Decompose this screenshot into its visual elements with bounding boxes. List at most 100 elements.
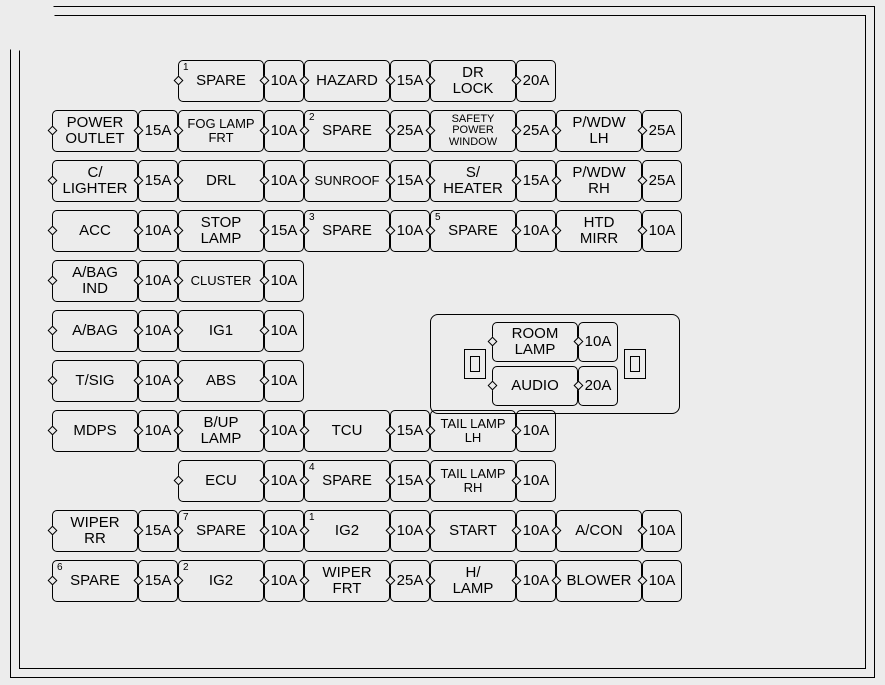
fuse-amp-text: 10A — [271, 373, 298, 389]
fuse-name-text: P/WDWRH — [572, 165, 625, 197]
fuse-amp-text: 10A — [649, 523, 676, 539]
fuse-name-cell: WIPERRR — [52, 510, 138, 552]
fuse-name-cell: 1SPARE — [178, 60, 264, 102]
fuse-row: 6SPARE15A2IG210AWIPERFRT25AH/LAMP10ABLOW… — [52, 560, 682, 602]
fuse-amp-cell: 15A — [138, 160, 178, 202]
fuse-superscript: 2 — [183, 563, 189, 574]
fuse-amp-text: 15A — [397, 173, 424, 189]
fuse-amp-cell: 15A — [390, 160, 430, 202]
fuse-name-text: DRLOCK — [453, 65, 494, 97]
fuse-amp-text: 10A — [523, 523, 550, 539]
fuse-superscript: 6 — [57, 563, 63, 574]
fuse-amp-text: 10A — [145, 373, 172, 389]
fuse-name-cell: SUNROOF — [304, 160, 390, 202]
fuse-amp-cell: 10A — [264, 260, 304, 302]
fuse-name-cell: HAZARD — [304, 60, 390, 102]
fuse-name-cell: 2IG2 — [178, 560, 264, 602]
fuse-name-text: SPARE — [322, 123, 372, 139]
fuse-amp-cell: 10A — [264, 110, 304, 152]
fuse-amp-text: 10A — [397, 523, 424, 539]
fuse-name-text: P/WDWLH — [572, 115, 625, 147]
fuse-amp-cell: 10A — [138, 260, 178, 302]
fuse-amp-cell: 15A — [264, 210, 304, 252]
fuse-name-text: IG1 — [209, 323, 233, 339]
blank-name-slot — [52, 60, 138, 102]
fuse-name-text: CLUSTER — [191, 274, 252, 288]
notch-icon — [47, 425, 57, 435]
fuse-name-cell: CLUSTER — [178, 260, 264, 302]
blank-name-slot — [52, 460, 138, 502]
fuse-amp-text: 10A — [145, 323, 172, 339]
fuse-name-text: A/BAGIND — [72, 265, 118, 297]
fuse-name-cell: ROOMLAMP — [492, 322, 578, 362]
fuse-amp-text: 15A — [145, 173, 172, 189]
fuse-name-cell: T/SIG — [52, 360, 138, 402]
fuse-name-cell: FOG LAMPFRT — [178, 110, 264, 152]
fuse-name-text: ABS — [206, 373, 236, 389]
fuse-amp-cell: 15A — [390, 60, 430, 102]
fuse-amp-cell: 10A — [138, 410, 178, 452]
notch-icon — [487, 380, 497, 390]
fuse-amp-cell: 15A — [390, 460, 430, 502]
notch-icon — [47, 325, 57, 335]
fuse-amp-cell: 10A — [516, 410, 556, 452]
fuse-name-cell: TCU — [304, 410, 390, 452]
fuse-name-cell: H/LAMP — [430, 560, 516, 602]
fuse-amp-text: 10A — [523, 573, 550, 589]
fuse-name-cell: TAIL LAMPRH — [430, 460, 516, 502]
fuse-name-cell: ABS — [178, 360, 264, 402]
fuse-amp-cell: 10A — [138, 360, 178, 402]
fuse-amp-text: 10A — [271, 523, 298, 539]
fuse-name-text: SAFETYPOWER WINDOW — [433, 114, 513, 149]
fuse-amp-text: 10A — [271, 273, 298, 289]
notch-icon — [47, 125, 57, 135]
fuse-amp-text: 25A — [649, 123, 676, 139]
fuse-name-cell: 2SPARE — [304, 110, 390, 152]
fuse-name-text: SPARE — [322, 223, 372, 239]
fuse-name-cell: 1IG2 — [304, 510, 390, 552]
fuse-name-text: TAIL LAMPLH — [440, 417, 505, 444]
fuse-superscript: 3 — [309, 213, 315, 224]
fuse-name-text: FOG LAMPFRT — [187, 117, 254, 144]
fuse-amp-cell: 15A — [138, 510, 178, 552]
fuse-name-text: POWEROUTLET — [65, 115, 124, 147]
blank-amp-slot — [138, 460, 178, 502]
fuse-name-cell: DRL — [178, 160, 264, 202]
fuse-row: A/BAGIND 10A CLUSTER 10A — [52, 260, 682, 302]
fuse-amp-cell: 10A — [264, 410, 304, 452]
fuse-amp-text: 20A — [585, 378, 612, 394]
fuse-name-cell: START — [430, 510, 516, 552]
fuse-name-text: SPARE — [448, 223, 498, 239]
fuse-amp-cell: 10A — [138, 210, 178, 252]
fuse-amp-text: 15A — [523, 173, 550, 189]
fuse-name-text: ROOMLAMP — [512, 326, 559, 358]
fuse-name-text: SPARE — [70, 573, 120, 589]
fuse-name-text: T/SIG — [75, 373, 114, 389]
fuse-name-cell: 7SPARE — [178, 510, 264, 552]
fuse-superscript: 7 — [183, 513, 189, 524]
fuse-name-cell: STOPLAMP — [178, 210, 264, 252]
fuse-amp-text: 10A — [523, 423, 550, 439]
notch-icon — [47, 175, 57, 185]
fuse-name-text: BLOWER — [566, 573, 631, 589]
fuse-amp-text: 10A — [523, 473, 550, 489]
fuse-name-cell: BLOWER — [556, 560, 642, 602]
notch-icon — [487, 336, 497, 346]
fuse-amp-cell: 10A — [516, 460, 556, 502]
fuse-name-cell: MDPS — [52, 410, 138, 452]
fuse-amp-cell: 10A — [390, 510, 430, 552]
fuse-name-text: START — [449, 523, 497, 539]
fuse-amp-cell: 25A — [516, 110, 556, 152]
connector-tab-icon — [624, 349, 646, 379]
fuse-amp-cell: 10A — [578, 322, 618, 362]
fuse-name-text: TAIL LAMPRH — [440, 467, 505, 494]
fuse-amp-cell: 10A — [642, 510, 682, 552]
fuse-name-cell: WIPERFRT — [304, 560, 390, 602]
fuse-amp-text: 25A — [523, 123, 550, 139]
fuse-amp-cell: 10A — [642, 560, 682, 602]
fuse-name-text: WIPERFRT — [322, 565, 371, 597]
fuse-amp-text: 10A — [523, 223, 550, 239]
fuse-name-cell: AUDIO — [492, 366, 578, 406]
fuse-amp-cell: 15A — [138, 110, 178, 152]
notch-icon — [47, 225, 57, 235]
